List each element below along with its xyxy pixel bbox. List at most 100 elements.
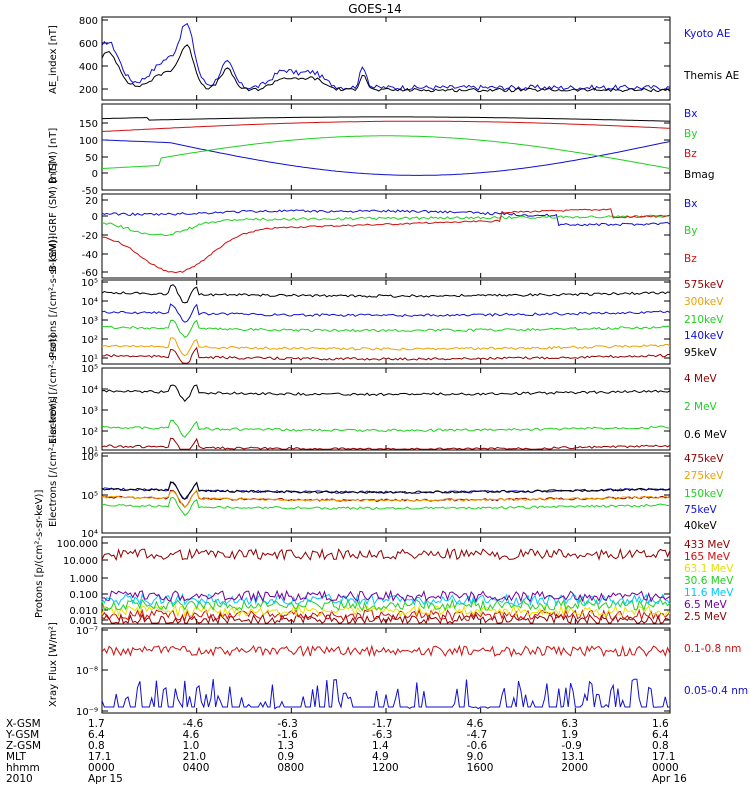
y-tick-label: 10² xyxy=(81,335,98,346)
y-tick-label: 0 xyxy=(92,169,98,180)
legend-label: 0.1-0.8 nm xyxy=(684,643,742,655)
ephemeris-label: hhmm xyxy=(6,762,40,774)
legend-label: 210keV xyxy=(684,314,724,326)
ephemeris-value: 0.9 xyxy=(277,751,295,763)
legend-label: 275keV xyxy=(684,470,724,482)
y-axis-label: Electrons [/(cm²-s-sr-keV)] xyxy=(48,396,59,527)
y-tick-label: 10⁻⁹ xyxy=(76,707,98,718)
y-tick-label: 1.000 xyxy=(69,574,98,585)
panel-bigrf: 20 0 -20 -40 -60 xyxy=(82,193,671,279)
series-line-95kev xyxy=(101,284,671,304)
ephemeris-value: 1.6 xyxy=(652,718,669,730)
legend-label: 150keV xyxy=(684,488,724,500)
series-line-575kev xyxy=(101,346,670,364)
series-line-bmag xyxy=(102,116,671,122)
ephemeris-value: 4.6 xyxy=(182,729,200,741)
ephemeris-value: -1.7 xyxy=(372,718,393,730)
ephemeris-value xyxy=(277,774,304,785)
y-tick-label: 0.100 xyxy=(69,590,98,601)
legend-label: 95keV xyxy=(684,347,717,359)
ephemeris-value: 6.4 xyxy=(652,729,669,741)
series-line-bx xyxy=(101,209,671,227)
panel-frame xyxy=(101,367,671,451)
ephemeris-column: 1.7 6.4 0.8 17.1 0000 Apr 15 xyxy=(88,719,123,785)
series-line-bx xyxy=(102,139,671,176)
ephemeris-value: Apr 15 xyxy=(88,773,123,785)
ephemeris-value: 17.1 xyxy=(88,751,112,763)
y-tick-label: 600 xyxy=(79,39,98,50)
legend-label: Bz xyxy=(684,253,697,265)
series-line-by xyxy=(101,214,671,237)
y-tick-label: 50 xyxy=(85,153,98,164)
y-tick-label: 100 xyxy=(79,136,98,147)
chart-title: GOES-14 xyxy=(348,2,402,16)
ephemeris-label: Z-GSM xyxy=(6,740,42,752)
series-line-40kev xyxy=(101,481,671,500)
y-tick-label: 10⁴ xyxy=(81,385,98,396)
series-line-bz xyxy=(101,120,671,132)
ephemeris-value: -6.3 xyxy=(277,718,298,730)
ephemeris-value: 2000 xyxy=(561,762,589,774)
ephemeris-value xyxy=(467,774,494,785)
legend-label: 6.5 MeV xyxy=(684,599,727,611)
ephemeris-value: 1.3 xyxy=(277,740,295,752)
series-line-by xyxy=(101,135,671,169)
y-tick-label: 10⁵ xyxy=(81,364,98,375)
ephemeris-column: -6.3 -1.6 1.3 0.9 0800 xyxy=(277,719,304,785)
series-line-11-6-mev xyxy=(101,592,671,607)
series-line-2-5-mev xyxy=(101,547,671,562)
y-tick-label: 400 xyxy=(79,62,98,73)
y-tick-label: 10⁶ xyxy=(81,452,98,463)
ephemeris-value: -0.6 xyxy=(466,740,488,752)
ephemeris-value: 0.8 xyxy=(88,740,105,752)
series-line-300kev xyxy=(101,337,671,357)
series-line-275kev xyxy=(101,488,671,508)
ephemeris-label: X-GSM xyxy=(6,718,41,730)
ephemeris-column: -1.7 -6.3 1.4 4.9 1200 xyxy=(372,719,399,785)
series-line-bz xyxy=(101,208,671,274)
legend-label: 11.6 MeV xyxy=(684,587,734,599)
ephemeris-value: 1200 xyxy=(372,762,399,774)
legend-label: 4 MeV xyxy=(684,373,717,385)
series-line-0-1-0-8-nm xyxy=(101,644,671,658)
y-axis-label: AE_index [nT] xyxy=(48,25,59,94)
panel-electrons1: 10⁵ 10⁴ 10³ 10² 10¹ xyxy=(81,364,671,457)
panel-xray: 10⁻⁷ 10⁻⁸ 10⁻⁹ xyxy=(76,626,671,718)
y-tick-label: 200 xyxy=(79,85,98,96)
series-line-140kev xyxy=(101,303,671,323)
y-tick-label: -50 xyxy=(82,186,98,197)
y-tick-label: 10⁻⁷ xyxy=(76,626,98,637)
series-line-30-6-mev xyxy=(101,598,671,612)
series-line-433-mev xyxy=(101,612,671,625)
panel-ae: 800 600 400 200 xyxy=(79,16,671,101)
ephemeris-column: -4.6 4.6 1.0 21.0 0400 xyxy=(183,719,210,785)
y-tick-label: -60 xyxy=(82,268,98,279)
panel-frame xyxy=(101,279,671,365)
ephemeris-value: 6.4 xyxy=(88,729,105,741)
y-tick-label: 10⁴ xyxy=(81,297,98,308)
panel-bsm: 150 100 50 0 -50 xyxy=(79,103,671,197)
y-tick-label: 10³ xyxy=(81,406,98,417)
legend-label: 63.1 MeV xyxy=(684,563,734,575)
legend-label: 2 MeV xyxy=(684,401,717,413)
ephemeris-label: Y-GSM xyxy=(6,729,40,741)
legend-label: Themis AE xyxy=(684,70,740,82)
ephemeris-value: 0400 xyxy=(182,762,210,774)
ephemeris-value: 1600 xyxy=(466,762,494,774)
ephemeris-value: Apr 16 xyxy=(652,773,687,785)
y-tick-label: 10¹ xyxy=(81,446,98,457)
series-line-150kev xyxy=(101,496,671,516)
y-tick-label: 800 xyxy=(79,16,98,27)
y-tick-label: 150 xyxy=(79,119,98,130)
series-line-4-mev xyxy=(101,437,671,450)
ephemeris-value: 21.0 xyxy=(182,751,207,763)
y-tick-label: 100.000 xyxy=(57,539,98,550)
ephemeris-value: 6.3 xyxy=(561,718,579,730)
series-line-165-mev xyxy=(101,608,671,622)
ephemeris-value: 4.6 xyxy=(466,718,484,730)
legend-label: 165 MeV xyxy=(684,551,731,563)
series-line-kyoto-ae xyxy=(101,22,671,91)
y-tick-label: 0 xyxy=(92,212,98,223)
